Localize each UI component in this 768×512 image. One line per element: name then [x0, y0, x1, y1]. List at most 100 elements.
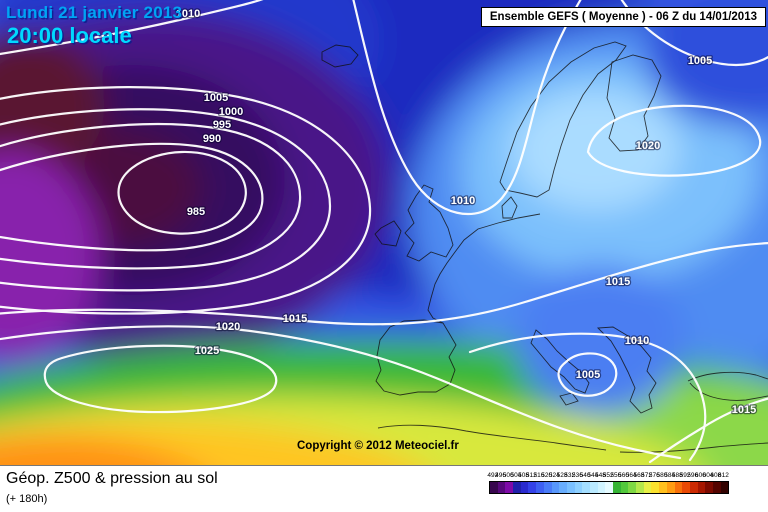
legend-swatch — [697, 482, 706, 493]
legend-swatch — [705, 482, 713, 493]
legend-swatch — [666, 482, 675, 493]
coast-scandinavia — [499, 41, 627, 198]
isobar-contours — [0, 0, 768, 464]
legend-swatch — [566, 482, 575, 493]
legend-value: 556 — [610, 472, 622, 479]
isobar-label: 1020 — [216, 321, 240, 333]
isobar-1005-west — [0, 86, 372, 315]
legend-swatch — [605, 482, 613, 493]
legend-value: 532 — [564, 472, 576, 479]
legend-value: 528 — [556, 472, 568, 479]
isobar-1000 — [0, 108, 332, 292]
legend-swatch — [643, 482, 652, 493]
legend-value: 564 — [625, 472, 637, 479]
coast-balkans — [596, 326, 657, 414]
isobar-label: 990 — [203, 133, 221, 145]
legend-swatch — [597, 482, 606, 493]
coast-ireland — [374, 220, 402, 247]
legend-swatch — [528, 482, 537, 493]
lead-time-label: (+ 180h) — [6, 493, 48, 505]
legend-value: 592 — [679, 472, 691, 479]
legend-swatch — [620, 482, 629, 493]
isobar-label: 995 — [213, 119, 231, 131]
legend-value: 544 — [587, 472, 599, 479]
isobar-label: 1015 — [606, 276, 630, 288]
legend-value: 516 — [533, 472, 545, 479]
isobar-label: 1005 — [688, 55, 712, 67]
isobar-995 — [0, 122, 302, 270]
footer-bar: Géop. Z500 & pression au sol (+ 180h) 49… — [0, 465, 768, 512]
legend-value: 568 — [633, 472, 645, 479]
legend-value: 524 — [548, 472, 560, 479]
isobar-1010-main — [352, 0, 582, 216]
date-label: Lundi 21 janvier 2013 — [6, 3, 183, 22]
isobar-1015-middle — [0, 242, 768, 326]
isobar-1025-loop — [43, 344, 278, 414]
isobar-label: 1010 — [176, 8, 200, 20]
isobar-label: 1015 — [732, 404, 756, 416]
legend-value: 560 — [618, 472, 629, 479]
legend-value: 500 — [502, 472, 514, 479]
map-title: Géop. Z500 & pression au sol — [6, 470, 218, 487]
legend-swatch — [659, 482, 667, 493]
legend-value: 580 — [656, 472, 668, 479]
isobar-label: 1020 — [636, 140, 660, 152]
legend-swatch — [674, 482, 683, 493]
legend-swatch — [559, 482, 567, 493]
legend-value: 612 — [718, 472, 729, 479]
legend-swatch — [543, 482, 552, 493]
coastlines — [321, 41, 768, 453]
legend-swatch — [513, 482, 521, 493]
coast-iberia — [375, 319, 457, 396]
weather-map: 1010 1005 1000 995 990 985 1005 1020 1010 1015 102… — [0, 0, 768, 465]
copyright-label: Copyright © 2012 Meteociel.fr — [297, 440, 459, 452]
isobar-1015-southeast — [648, 397, 768, 464]
legend-values-row: 492 496 500 504 508 512 516 520 524 528 532 536 540 5… — [487, 472, 729, 480]
legend-value: 596 — [687, 472, 699, 479]
legend-swatch — [689, 482, 698, 493]
isobar-label: 1005 — [204, 92, 228, 104]
legend-swatch — [628, 482, 637, 493]
legend-swatch — [536, 482, 544, 493]
legend-swatch — [613, 482, 621, 493]
legend-value: 548 — [595, 472, 606, 479]
isobar-1010-southeast — [468, 332, 707, 462]
legend-value: 584 — [664, 472, 676, 479]
model-run-box: Ensemble GEFS ( Moyenne ) - 06 Z du 14/0… — [480, 7, 766, 27]
legend-swatch — [574, 482, 583, 493]
legend-value: 512 — [525, 472, 537, 479]
isobar-label: 1025 — [195, 345, 219, 357]
coast-great-britain — [404, 184, 454, 262]
geopotential-field — [0, 0, 768, 465]
legend-value: 588 — [671, 472, 683, 479]
legend-value: 572 — [641, 472, 653, 479]
legend-value: 492 — [487, 472, 499, 479]
local-time-label: 20:00 locale — [7, 23, 132, 48]
isobar-1010-top — [0, 0, 264, 56]
isobar-985 — [117, 150, 247, 235]
coast-iceland — [321, 44, 359, 68]
coast-sicily — [559, 392, 579, 406]
coast-finland — [606, 54, 662, 152]
isobar-label: 1005 — [576, 369, 600, 381]
isobar-label: 1015 — [283, 313, 307, 325]
legend-color-bar — [489, 481, 730, 494]
legend-value: 576 — [648, 472, 660, 479]
legend-swatch — [520, 482, 529, 493]
isobar-label: 1010 — [451, 195, 475, 207]
legend-value: 604 — [702, 472, 714, 479]
legend-swatch — [636, 482, 644, 493]
coast-nw-europe — [427, 213, 541, 324]
coast-north-africa-west — [377, 424, 607, 451]
legend-swatch — [551, 482, 560, 493]
legend-value: 508 — [518, 472, 530, 479]
legend-swatch — [582, 482, 590, 493]
coast-denmark — [501, 196, 518, 219]
legend-swatch — [505, 482, 514, 493]
isobar-label: 985 — [187, 206, 205, 218]
legend-value: 496 — [495, 472, 506, 479]
legend-value: 540 — [579, 472, 591, 479]
